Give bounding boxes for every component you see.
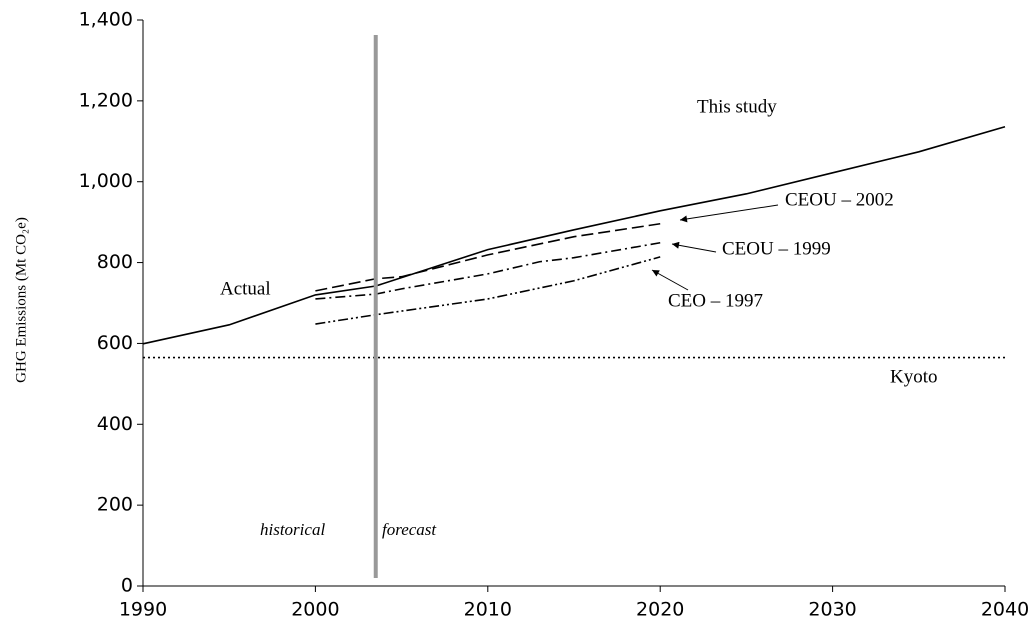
label-arrow	[651, 269, 689, 291]
x-tick-label: 2010	[464, 599, 512, 621]
y-tick-label: 400	[97, 413, 133, 435]
series-line	[315, 256, 661, 325]
series-label: CEOU – 1999	[722, 238, 831, 259]
x-tick-label: 2040	[981, 599, 1029, 621]
series-line	[315, 241, 661, 300]
x-tick-label: 1990	[119, 599, 167, 621]
series-label: CEO – 1997	[668, 290, 763, 311]
y-tick-label: 1,000	[79, 170, 133, 192]
x-tick-label: 2000	[291, 599, 339, 621]
label-arrow	[679, 204, 779, 223]
y-tick-label: 600	[97, 332, 133, 354]
y-tick-label: 800	[97, 251, 133, 273]
y-axis-label: GHG Emissions (Mt CO₂e)	[13, 217, 29, 383]
series-line	[142, 125, 1006, 345]
series-label: This study	[697, 96, 777, 117]
x-tick-label: 2030	[808, 599, 856, 621]
y-tick-label: 1,400	[79, 9, 133, 31]
annotation: Actual	[220, 278, 271, 299]
y-tick-label: 200	[97, 494, 133, 516]
y-tick-label: 1,200	[79, 89, 133, 111]
annotation: historical	[260, 520, 325, 539]
label-arrow	[671, 241, 717, 253]
y-tick-label: 0	[121, 575, 133, 597]
x-tick-label: 2020	[636, 599, 684, 621]
series-label: Kyoto	[890, 366, 938, 387]
series-line	[315, 222, 661, 292]
annotation: forecast	[382, 520, 437, 539]
series-label: CEOU – 2002	[785, 189, 894, 210]
